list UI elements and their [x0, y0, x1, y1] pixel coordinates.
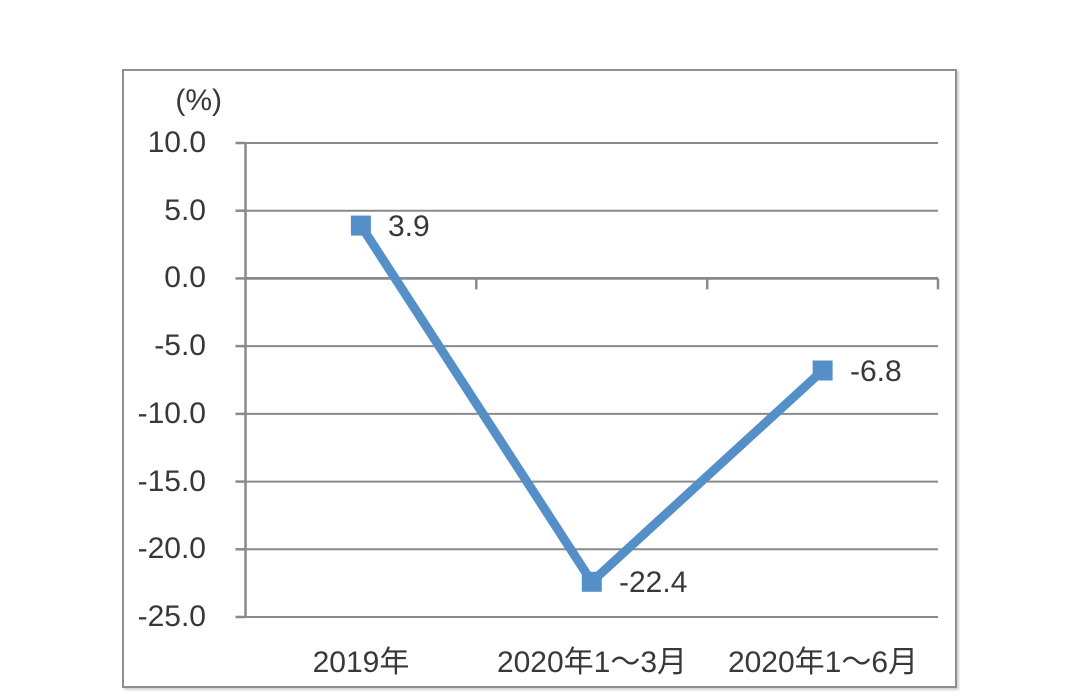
y-tick-label: -5.0	[154, 329, 206, 362]
x-category-label: 2020年1～6月	[727, 646, 919, 679]
y-tick-label: 0.0	[164, 261, 206, 294]
data-point-label: -22.4	[619, 566, 688, 599]
y-axis-unit-label: (%)	[175, 84, 222, 117]
data-point-marker	[812, 360, 833, 381]
y-tick-label: -15.0	[137, 465, 206, 498]
data-point-label: 3.9	[388, 210, 430, 243]
data-point-label: -6.8	[850, 355, 902, 388]
data-point-marker	[581, 571, 602, 592]
y-tick-label: 5.0	[164, 194, 206, 227]
y-tick-label: 10.0	[147, 126, 206, 159]
data-point-marker	[350, 215, 371, 236]
x-category-label: 2020年1～3月	[496, 646, 688, 679]
y-tick-label: -20.0	[137, 532, 206, 565]
y-tick-label: -10.0	[137, 397, 206, 430]
y-tick-label: -25.0	[137, 600, 206, 633]
x-category-label: 2019年	[312, 646, 410, 679]
